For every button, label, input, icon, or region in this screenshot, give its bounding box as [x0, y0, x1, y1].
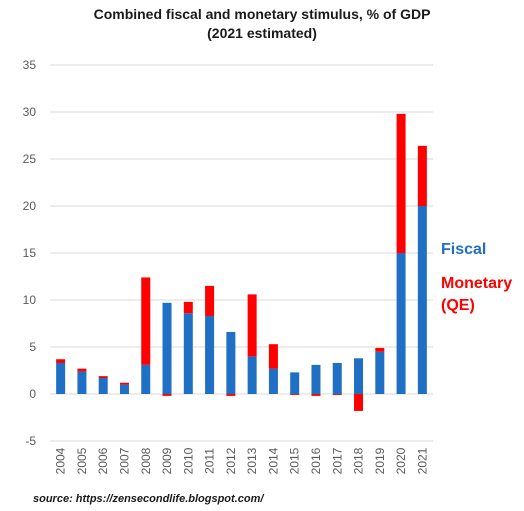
x-tick-label: 2020	[394, 447, 408, 474]
bar-fiscal	[354, 358, 364, 394]
x-tick-label: 2006	[96, 447, 110, 474]
x-tick-label: 2008	[139, 447, 153, 474]
y-tick-label: -5	[25, 434, 36, 448]
bar-fiscal	[226, 331, 236, 394]
x-tick-label: 2014	[266, 447, 280, 474]
bar-monetary	[311, 394, 321, 396]
bar-fiscal	[183, 313, 193, 394]
legend-monetary: Monetary (QE)	[441, 273, 512, 317]
y-tick-label: 30	[23, 105, 37, 119]
y-tick-label: 35	[23, 58, 37, 72]
bar-monetary	[56, 359, 66, 363]
bar-fiscal	[290, 372, 300, 394]
bar-monetary	[98, 376, 108, 379]
x-tick-label: 2010	[181, 447, 195, 474]
bar-monetary	[119, 382, 129, 385]
bar-monetary	[268, 344, 278, 369]
x-tick-label: 2009	[160, 447, 174, 474]
x-tick-label: 2015	[288, 447, 302, 474]
legend-fiscal: Fiscal	[441, 241, 487, 258]
legend-monetary-line2: (QE)	[441, 297, 475, 314]
bar-monetary	[290, 394, 300, 395]
bar-monetary	[354, 394, 364, 411]
chart-subtitle: (2021 estimated)	[207, 25, 317, 41]
x-tick-label: 2016	[309, 447, 323, 474]
y-tick-label: 20	[23, 199, 37, 213]
legend-monetary-line1: Monetary	[441, 275, 513, 292]
bar-fiscal	[396, 253, 406, 394]
chart-title: Combined fiscal and monetary stimulus, %…	[0, 5, 524, 43]
bar-monetary	[141, 277, 151, 365]
x-tick-label: 2011	[203, 448, 217, 474]
bar-monetary	[417, 145, 427, 206]
y-tick-label: 0	[29, 387, 36, 401]
bar-monetary	[226, 394, 236, 396]
x-tick-label: 2019	[373, 447, 387, 474]
y-tick-label: 15	[23, 246, 37, 260]
bar-monetary	[247, 294, 257, 357]
bar-fiscal	[332, 362, 342, 394]
x-tick-label: 2012	[224, 447, 238, 474]
chart-title-line1: Combined fiscal and monetary stimulus, %…	[93, 6, 431, 22]
y-tick-label: 5	[29, 340, 36, 354]
bar-fiscal	[77, 371, 87, 394]
x-tick-label: 2017	[330, 447, 344, 474]
bar-fiscal	[205, 315, 215, 394]
x-tick-label: 2013	[245, 447, 259, 474]
bar-fiscal	[119, 384, 129, 394]
bar-fiscal	[311, 364, 321, 394]
x-tick-label: 2021	[415, 447, 429, 474]
bar-monetary	[162, 394, 172, 396]
bar-fiscal	[162, 302, 172, 394]
bar-fiscal	[247, 356, 257, 394]
bar-fiscal	[375, 351, 385, 394]
bar-fiscal	[417, 206, 427, 394]
bar-monetary	[332, 394, 342, 395]
y-tick-label: 10	[23, 293, 37, 307]
bar-monetary	[183, 301, 193, 314]
bar-fiscal	[98, 378, 108, 394]
bar-fiscal	[268, 368, 278, 394]
bar-monetary	[205, 285, 215, 316]
bar-fiscal	[141, 364, 151, 394]
x-tick-label: 2007	[117, 447, 131, 474]
x-tick-label: 2005	[75, 447, 89, 474]
bar-monetary	[77, 368, 87, 372]
bar-fiscal	[56, 362, 66, 394]
source-note: source: https://zensecondlife.blogspot.c…	[33, 493, 264, 505]
x-tick-label: 2004	[54, 447, 68, 474]
y-tick-label: 25	[23, 152, 37, 166]
x-tick-label: 2018	[352, 447, 366, 474]
bar-monetary	[396, 113, 406, 253]
stacked-bar-chart: -5 0 5 10 15 20 25 30 35 2004 2005 2006 2007 2008 2009…	[23, 58, 433, 474]
bar-monetary	[375, 347, 385, 352]
